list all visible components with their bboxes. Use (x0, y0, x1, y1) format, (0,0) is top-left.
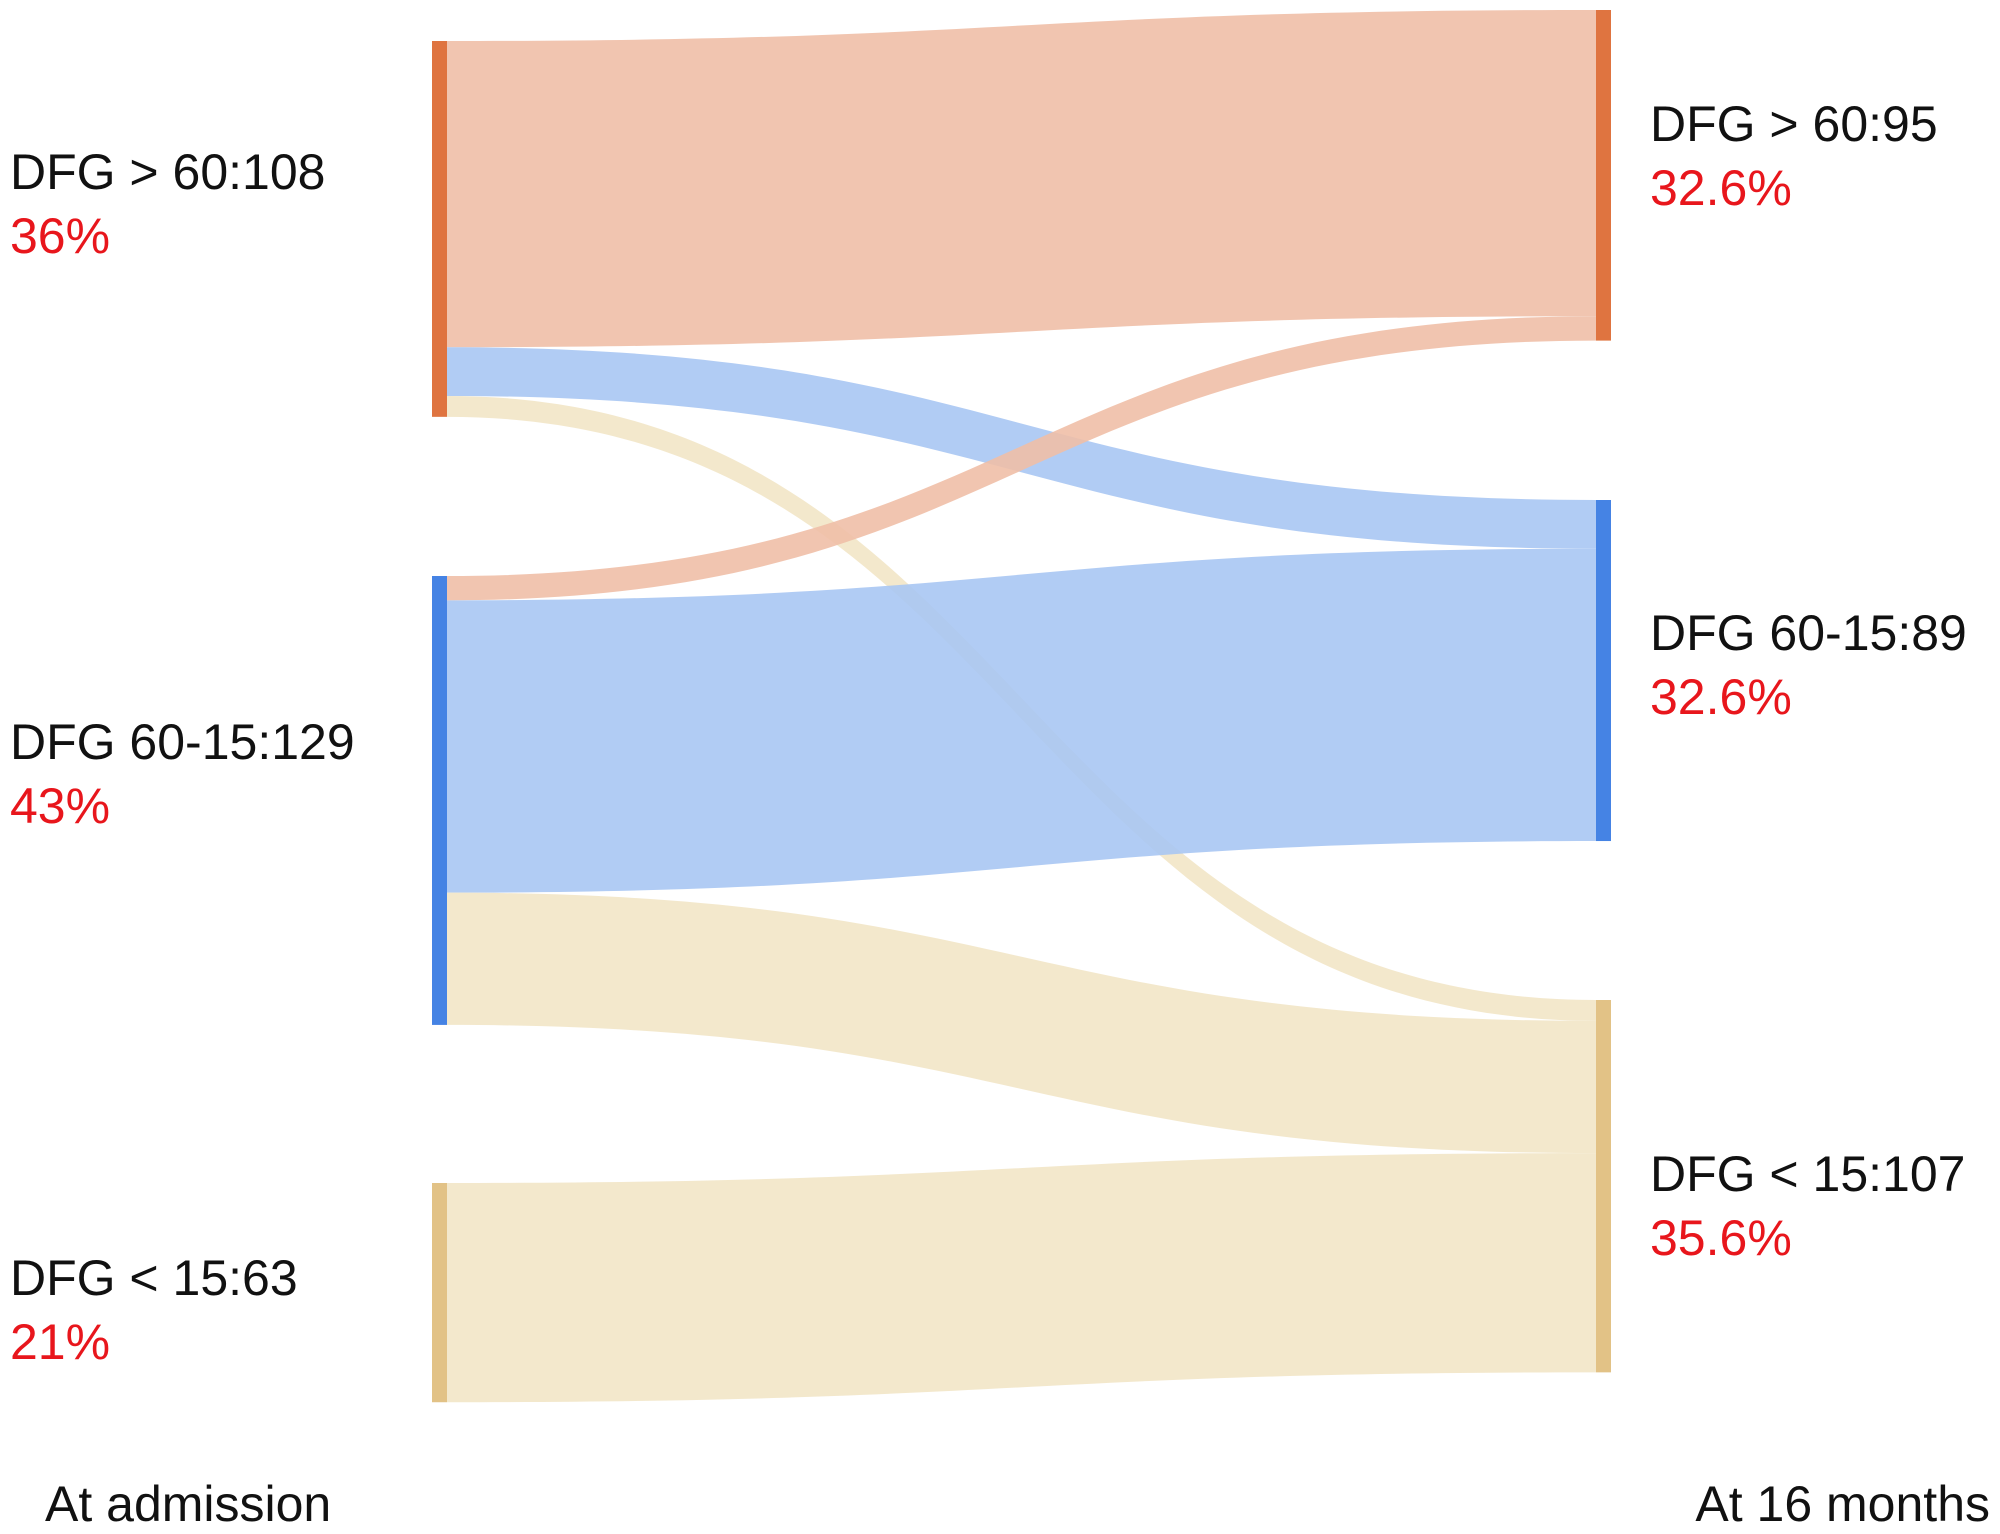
flow (447, 10, 1596, 348)
node-label: DFG < 15:107 (1650, 1146, 1965, 1202)
node (1596, 1000, 1611, 1373)
node-percent: 35.6% (1650, 1210, 1792, 1266)
node (432, 41, 447, 417)
x-label: At 16 months (1695, 1476, 1990, 1532)
node (1596, 500, 1611, 842)
node-percent: 43% (10, 778, 110, 834)
node-label: DFG > 60:95 (1650, 96, 1938, 152)
node-label: DFG 60-15:129 (10, 714, 355, 770)
node-label: DFG > 60:108 (10, 144, 325, 200)
flow (447, 892, 1596, 1154)
node (432, 1183, 447, 1403)
node (432, 576, 447, 1025)
x-label: At admission (45, 1476, 331, 1532)
node-percent: 32.6% (1650, 669, 1792, 725)
node-label: DFG 60-15:89 (1650, 605, 1967, 661)
flow (447, 548, 1596, 893)
node-percent: 21% (10, 1314, 110, 1370)
flow (447, 316, 1596, 601)
flow (447, 1153, 1596, 1403)
node-percent: 36% (10, 208, 110, 264)
node (1596, 10, 1611, 341)
node-label: DFG < 15:63 (10, 1250, 298, 1306)
node-percent: 32.6% (1650, 160, 1792, 216)
